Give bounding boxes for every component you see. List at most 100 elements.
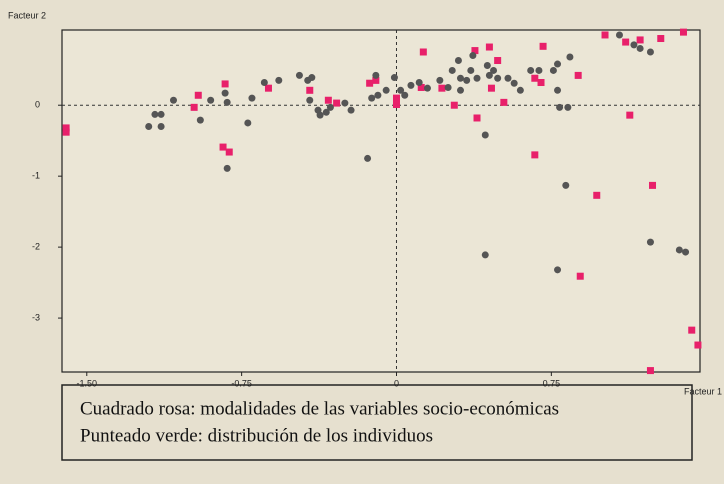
square-point xyxy=(636,36,644,44)
dot-point xyxy=(675,246,683,254)
dot-point xyxy=(407,81,415,89)
legend-line: Cuadrado rosa: modalidades de las variab… xyxy=(80,398,559,419)
dot-point xyxy=(316,111,324,119)
x-tick-label: 0 xyxy=(394,378,399,388)
square-point xyxy=(494,57,502,65)
square-point xyxy=(219,143,227,151)
dot-point xyxy=(260,79,268,87)
dot-point xyxy=(275,76,283,84)
dot-point xyxy=(535,66,543,74)
dot-point xyxy=(682,248,690,256)
square-point xyxy=(471,47,479,55)
square-point xyxy=(626,111,634,119)
dot-point xyxy=(510,79,518,87)
square-point xyxy=(576,272,584,280)
dot-point xyxy=(397,86,405,94)
square-point xyxy=(531,74,539,82)
dot-point xyxy=(527,66,535,74)
y-tick-label: -2 xyxy=(32,241,40,251)
square-point xyxy=(531,151,539,159)
dot-point xyxy=(326,103,334,111)
square-point xyxy=(679,28,687,36)
dot-point xyxy=(244,119,252,127)
legend-line: Punteado verde: distribución de los indi… xyxy=(80,425,433,446)
dot-point xyxy=(415,79,423,87)
square-point xyxy=(694,341,702,349)
dot-point xyxy=(382,86,390,94)
square-point xyxy=(649,181,657,189)
square-point xyxy=(646,367,654,375)
dot-point xyxy=(467,66,475,74)
square-point xyxy=(657,35,665,43)
square-point xyxy=(539,42,547,50)
dot-point xyxy=(454,57,462,65)
square-point xyxy=(225,148,233,156)
dot-point xyxy=(566,53,574,61)
x-tick-label: 0.75 xyxy=(543,378,561,388)
plot-frame xyxy=(61,29,701,373)
square-point xyxy=(62,124,70,132)
dot-point xyxy=(556,103,564,111)
dot-point xyxy=(494,74,502,82)
dot-point xyxy=(485,71,493,79)
dot-point xyxy=(456,74,464,82)
x-tick-label: -0.75 xyxy=(231,378,252,388)
dot-point xyxy=(473,74,481,82)
dot-point xyxy=(248,94,256,102)
dot-point xyxy=(401,91,409,99)
square-point xyxy=(574,71,582,79)
dot-point xyxy=(207,96,215,104)
legend-box xyxy=(61,384,693,461)
dot-point xyxy=(448,66,456,74)
dot-point xyxy=(223,98,231,106)
dot-point xyxy=(646,48,654,56)
square-point xyxy=(537,79,545,87)
square-point xyxy=(450,101,458,109)
dot-point xyxy=(490,66,498,74)
dot-point xyxy=(374,91,382,99)
dot-point xyxy=(423,84,431,92)
dot-point xyxy=(145,122,153,130)
dot-point xyxy=(364,154,372,162)
dot-point xyxy=(469,52,477,60)
square-point xyxy=(372,76,380,84)
square-point xyxy=(324,96,332,104)
square-point xyxy=(688,326,696,334)
dot-point xyxy=(554,266,562,274)
dot-point xyxy=(615,31,623,39)
dot-point xyxy=(157,110,165,118)
y-tick-label: -1 xyxy=(32,171,40,181)
y-tick-label: -3 xyxy=(32,312,40,322)
square-point xyxy=(392,94,400,102)
dot-point xyxy=(295,71,303,79)
dot-point xyxy=(368,94,376,102)
square-point xyxy=(333,99,341,107)
y-axis-label: Facteur 2 xyxy=(8,10,46,20)
y-tick-label: 0 xyxy=(35,100,40,110)
dot-point xyxy=(157,122,165,130)
dot-point xyxy=(564,103,572,111)
dot-point xyxy=(549,66,557,74)
square-point xyxy=(473,114,481,122)
dot-point xyxy=(221,89,229,97)
dot-point xyxy=(436,76,444,84)
square-point xyxy=(500,98,508,106)
dot-point xyxy=(562,181,570,189)
square-point xyxy=(419,48,427,56)
dot-point xyxy=(554,86,562,94)
square-point xyxy=(417,83,425,91)
dot-point xyxy=(516,86,524,94)
square-point xyxy=(221,80,229,88)
dot-point xyxy=(347,106,355,114)
x-axis-label: Facteur 1 xyxy=(684,386,722,396)
square-point xyxy=(601,31,609,39)
dot-point xyxy=(306,96,314,104)
dot-point xyxy=(463,76,471,84)
square-point xyxy=(593,191,601,199)
square-point xyxy=(306,86,314,94)
dot-point xyxy=(481,251,489,259)
dot-point xyxy=(483,61,491,69)
dot-point xyxy=(456,86,464,94)
dot-point xyxy=(223,164,231,172)
